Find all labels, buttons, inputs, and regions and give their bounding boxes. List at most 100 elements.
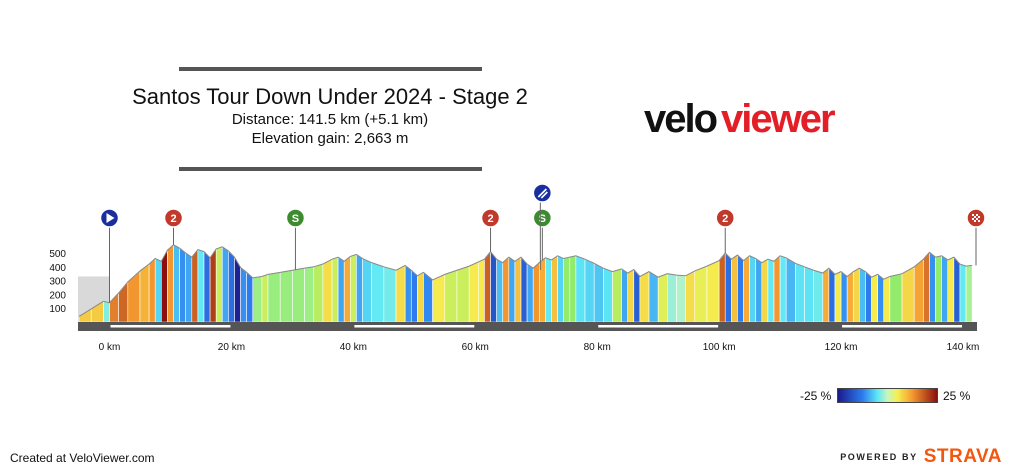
sprint-circle <box>285 208 306 228</box>
profile-segment <box>252 276 263 323</box>
gradient-color-bar <box>837 388 938 403</box>
x-tick-label: 120 km <box>825 342 858 353</box>
checkered-flag-icon <box>978 216 980 218</box>
profile-segment <box>240 266 247 323</box>
profile-segment <box>965 265 973 323</box>
profile-segment <box>621 268 628 323</box>
profile-segment <box>889 273 903 323</box>
profile-segment <box>410 269 418 323</box>
x-tick-label: 40 km <box>340 342 367 353</box>
profile-segment <box>834 271 842 323</box>
profile-segment <box>901 266 915 323</box>
profile-segment <box>215 246 223 323</box>
profile-segment <box>813 269 824 323</box>
profile-segment <box>731 254 738 323</box>
marker-label: S <box>292 213 299 225</box>
profile-segment <box>267 271 281 323</box>
profile-segment <box>557 255 564 323</box>
profile-segment <box>185 252 193 323</box>
y-tick-label: 500 <box>49 249 66 260</box>
profile-segment <box>350 253 357 323</box>
profile-segment <box>953 256 961 323</box>
logo-text-velo: velo <box>644 97 717 141</box>
x-tick-label: 60 km <box>462 342 489 353</box>
checkered-flag-icon <box>974 216 976 218</box>
checkered-flag-icon <box>974 220 976 222</box>
profile-segment <box>846 271 854 323</box>
profile-segment <box>127 270 141 323</box>
distance-text: Distance: 141.5 km (+5.1 km) <box>231 111 429 128</box>
x-tick-label: 140 km <box>947 342 980 353</box>
profile-segment <box>423 271 433 323</box>
profile-segment <box>161 250 168 323</box>
powered-by-strava: POWERED BY STRAVA <box>840 446 1002 468</box>
profile-segment <box>724 252 732 323</box>
profile-segment <box>593 262 604 323</box>
y-tick-label: 100 <box>49 304 66 315</box>
profile-segment <box>852 267 860 323</box>
strava-logo: STRAVA <box>923 446 1002 467</box>
axis-stripe <box>598 325 719 328</box>
axis-bar <box>78 322 977 331</box>
profile-segment <box>737 254 744 323</box>
profile-segment <box>179 247 187 323</box>
profile-segment <box>331 256 339 323</box>
checkered-flag-icon <box>976 214 978 216</box>
kom-circle <box>715 208 735 228</box>
x-tick-label: 100 km <box>703 342 736 353</box>
title-bottom-rule <box>179 167 482 171</box>
y-tick-label: 200 <box>49 290 66 301</box>
profile-segment <box>313 263 324 323</box>
profile-segment <box>767 258 775 323</box>
profile-segment <box>639 271 650 323</box>
profile-segment <box>468 261 479 323</box>
profile-segment <box>139 263 150 323</box>
profile-segment <box>685 270 696 323</box>
route-markers: 2 S 2 S 2 <box>99 183 986 303</box>
profile-gradient-fills <box>78 244 973 323</box>
profile-segment <box>209 247 217 323</box>
profile-segment <box>484 250 491 323</box>
profile-segment <box>603 267 613 323</box>
checkered-flag-icon <box>972 218 974 220</box>
profile-segment <box>706 260 720 323</box>
profile-segment <box>657 273 668 323</box>
profile-segment <box>804 266 814 323</box>
kom-circle <box>480 208 501 228</box>
x-tick-label: 20 km <box>218 342 245 353</box>
profile-segment <box>292 267 305 323</box>
profile-segment <box>246 271 254 323</box>
profile-segment <box>694 265 708 323</box>
profile-segment <box>779 255 787 323</box>
profile-segment <box>627 269 635 323</box>
fork-icon <box>537 188 547 198</box>
profile-segment <box>648 271 659 323</box>
legend-min-label: -25 % <box>800 389 832 403</box>
profile-segment <box>456 265 470 323</box>
profile-segment <box>883 275 891 323</box>
profile-segment <box>444 269 458 323</box>
profile-segment <box>551 255 558 323</box>
profile-segment <box>828 267 836 323</box>
profile-segment <box>877 273 885 323</box>
profile-segment <box>743 255 750 323</box>
profile-segment <box>761 258 769 323</box>
profile-segment <box>563 256 571 323</box>
profile-segment <box>148 257 156 323</box>
profile-segment <box>913 258 924 323</box>
powered-by-label: POWERED BY <box>840 452 918 462</box>
checkered-flag-icon <box>978 220 980 222</box>
profile-segment <box>221 246 229 323</box>
elevation-gain-text: Elevation gain: 2,663 m <box>251 130 409 147</box>
profile-outline <box>78 244 973 317</box>
profile-segment <box>279 269 293 323</box>
profile-segment <box>749 255 757 323</box>
profile-segment <box>228 250 235 323</box>
profile-segment <box>959 263 967 323</box>
profile-segment <box>173 244 180 323</box>
profile-segment <box>395 264 406 323</box>
logo-text-viewer: viewer <box>721 97 835 141</box>
profile-segment <box>633 268 641 323</box>
veloviewer-logo: velo viewer <box>644 97 837 141</box>
knife-icon <box>540 191 548 199</box>
